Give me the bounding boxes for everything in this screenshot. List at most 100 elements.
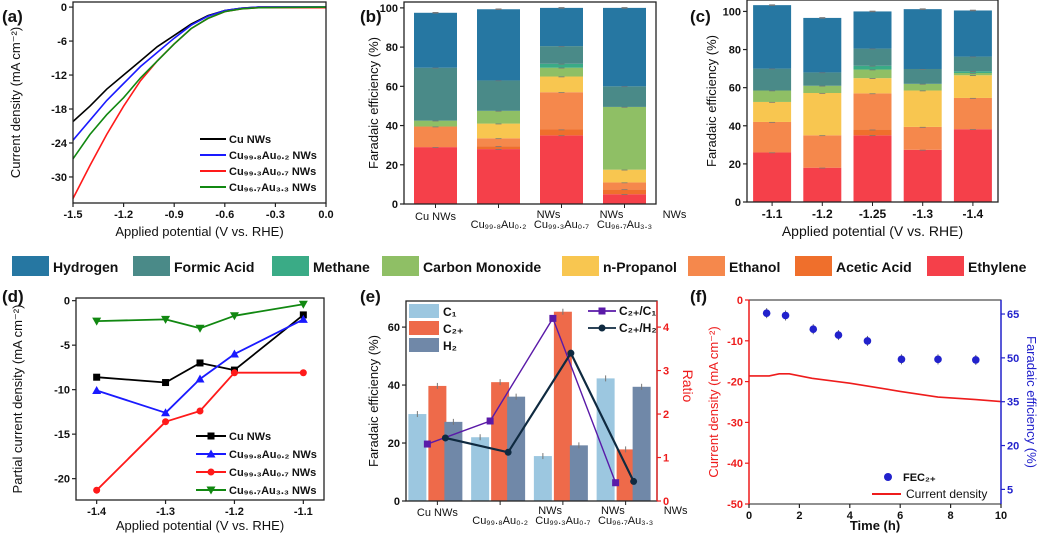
y-tick-label: -24 <box>51 138 68 150</box>
legend-label: Cu₉₆.₇Au₃.₃ NWs <box>229 485 316 497</box>
bar-2 <box>632 386 651 501</box>
y-tick-label: 0 <box>394 496 400 508</box>
x-tick-label: -1.2 <box>812 207 833 221</box>
x-tick-label: 2 <box>796 510 802 522</box>
fe-point <box>972 356 980 364</box>
x-tick-label: 0.0 <box>318 209 333 221</box>
category-label-suffix: NWs <box>663 209 687 221</box>
category-label-suffix: NWs <box>601 505 625 517</box>
legend-marker <box>598 307 606 315</box>
bar-segment-hydrogen <box>477 9 520 81</box>
data-point <box>195 374 205 383</box>
y-tick-label: 100 <box>380 3 398 15</box>
y-axis-title: Partial current density (mA cm⁻²) <box>10 305 25 494</box>
ratio-point <box>567 349 575 357</box>
data-point <box>92 386 102 395</box>
bar-segment-ethanol <box>603 182 646 190</box>
bar-segment-n-propanol <box>540 76 583 93</box>
legend-label: Formic Acid <box>174 259 254 275</box>
y-tick-label: 20 <box>388 438 400 450</box>
ratio-point <box>423 440 431 448</box>
y-tick-label: 40 <box>729 121 741 133</box>
bar-segment-formic-acid <box>477 80 520 111</box>
legend-label: Cu NWs <box>229 431 271 443</box>
legend-marker <box>206 486 216 495</box>
panel-label: (d) <box>2 287 24 306</box>
plot-frame-b <box>403 1 657 205</box>
y-axis-title: Faradaic efficiency (%) <box>366 37 381 169</box>
bar-segment-formic-acid <box>540 46 583 64</box>
bar-segment-formic-acid <box>903 68 942 84</box>
bar-1 <box>553 311 572 501</box>
y-axis-title: Current density (mA cm⁻²) <box>706 326 721 477</box>
bar-segment-ethanol <box>540 92 583 130</box>
data-point <box>230 369 238 377</box>
bar-segment-hydrogen <box>603 7 646 87</box>
y-tick-label: 50 <box>1007 353 1019 365</box>
legend-swatch <box>409 304 439 318</box>
y-tick-label: -30 <box>727 417 743 429</box>
bar-segment-hydrogen <box>953 10 992 57</box>
x-axis-title: Time (h) <box>850 518 900 533</box>
bar-segment-ethylene <box>803 167 842 202</box>
bar-1 <box>616 449 635 501</box>
category-label: Cu NWs <box>415 211 456 223</box>
x-tick-label: 6 <box>897 510 903 522</box>
bar-0 <box>596 378 615 501</box>
legend-label: Hydrogen <box>53 259 118 275</box>
bar-segment-carbon-monoxide <box>477 110 520 124</box>
data-point <box>93 373 101 381</box>
fe-point <box>809 325 818 334</box>
y-tick-label: 35 <box>1007 397 1019 409</box>
bar-2 <box>507 396 526 501</box>
bar-segment-acetic-acid <box>477 146 520 150</box>
category-label: Cu₉₆.₇Au₃.₃ <box>598 515 653 527</box>
y-tick-label: -12 <box>51 70 67 82</box>
bar-1 <box>428 385 447 501</box>
data-point <box>298 314 308 323</box>
x-tick-label: 10 <box>995 510 1007 522</box>
bar-segment-carbon-monoxide <box>753 90 792 102</box>
bar-segment-methane <box>540 63 583 68</box>
category-label: Cu₉₆.₇Au₃.₃ <box>597 219 652 231</box>
series-line-3 <box>96 303 304 330</box>
y-tick-label: 5 <box>1007 484 1013 496</box>
y-tick-label: 80 <box>386 42 398 54</box>
bar-segment-carbon-monoxide <box>540 67 583 77</box>
y-tick-label: 65 <box>1007 309 1019 321</box>
panel-label: (f) <box>690 287 707 306</box>
bar-segment-hydrogen <box>753 5 792 69</box>
panel-label: (b) <box>360 7 382 26</box>
y-tick-label: 1 <box>663 453 669 465</box>
data-point <box>298 300 308 309</box>
legend-label: FEC₂₊ <box>903 472 936 484</box>
y-tick-label: -6 <box>57 36 67 48</box>
x-tick-label: -0.9 <box>165 209 184 221</box>
bar-segment-hydrogen <box>414 12 457 68</box>
bar-segment-ethanol <box>414 126 457 148</box>
bar-segment-n-propanol <box>753 101 792 122</box>
x-tick-label: 8 <box>948 510 954 522</box>
ratio-point <box>504 448 512 456</box>
series-line-3 <box>72 6 327 160</box>
plot-frame-f <box>748 299 1002 505</box>
y-tick-label: 4 <box>663 322 670 334</box>
y-tick-label: 0 <box>735 197 741 209</box>
ratio-point <box>549 314 557 322</box>
bar-segment-ethanol <box>903 126 942 150</box>
ratio-line-1 <box>445 350 635 482</box>
y-axis-title: Faradaic efficiency (%) <box>704 35 719 167</box>
bar-segment-n-propanol <box>953 75 992 98</box>
bar-segment-ethylene <box>603 194 646 204</box>
y-tick-label: 60 <box>388 322 400 334</box>
legend-swatch-formic-acid <box>133 256 170 276</box>
bar-segment-ethanol <box>853 93 892 130</box>
x-axis-title: Applied potential (V vs. RHE) <box>115 224 283 239</box>
legend-swatch-methane <box>272 256 309 276</box>
x-tick-label: -0.6 <box>215 209 234 221</box>
x-axis-title: Applied potential (V vs. RHE) <box>116 518 284 533</box>
y-tick-label: 0 <box>737 295 743 307</box>
legend-label: Carbon Monoxide <box>423 259 541 275</box>
panel-label: (c) <box>690 7 711 26</box>
bar-segment-formic-acid <box>803 72 842 86</box>
